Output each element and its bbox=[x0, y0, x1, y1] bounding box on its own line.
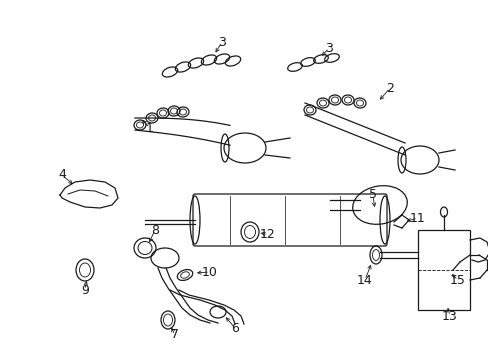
Text: 10: 10 bbox=[202, 266, 218, 279]
Text: 14: 14 bbox=[356, 274, 372, 287]
Text: 3: 3 bbox=[325, 41, 332, 54]
Text: 1: 1 bbox=[146, 122, 154, 135]
Text: 15: 15 bbox=[449, 274, 465, 287]
Text: 2: 2 bbox=[385, 81, 393, 94]
Text: 13: 13 bbox=[441, 310, 457, 323]
Bar bbox=[417, 230, 469, 310]
Text: 9: 9 bbox=[81, 284, 89, 297]
Text: 8: 8 bbox=[151, 224, 159, 237]
Text: 5: 5 bbox=[368, 189, 376, 202]
Text: 4: 4 bbox=[58, 168, 66, 181]
Text: 6: 6 bbox=[231, 321, 239, 334]
Text: 3: 3 bbox=[218, 36, 225, 49]
Text: 11: 11 bbox=[409, 211, 425, 225]
Text: 12: 12 bbox=[260, 229, 275, 242]
Text: 7: 7 bbox=[171, 328, 179, 342]
